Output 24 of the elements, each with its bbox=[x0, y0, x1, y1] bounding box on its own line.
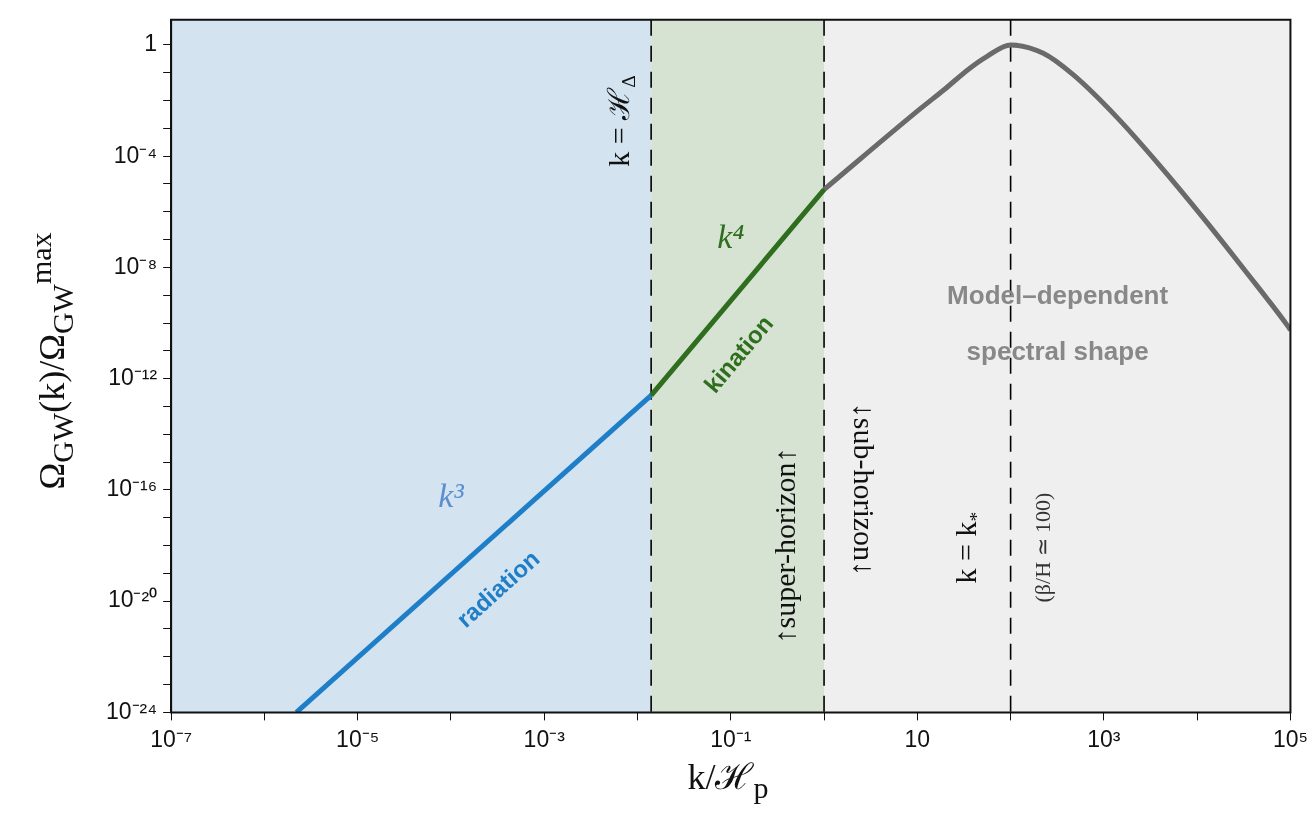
annotation: spectral shape bbox=[966, 336, 1149, 367]
y-tick-label: 1 bbox=[144, 30, 158, 57]
x-tick-label: 10³ bbox=[1087, 725, 1121, 752]
y-tick-label: 10⁻¹⁶ bbox=[106, 475, 158, 502]
ref-line-label: k = ℋΔ bbox=[602, 75, 640, 167]
y-tick-label: 10⁻¹² bbox=[108, 364, 158, 390]
annotation: (β/H ≃ 100) bbox=[1029, 492, 1055, 603]
annotation: k⁴ bbox=[717, 217, 745, 255]
annotation: ↓sub-horizon↓ bbox=[847, 402, 881, 577]
y-tick-label: 10⁻⁸ bbox=[113, 252, 158, 279]
annotation: k³ bbox=[438, 476, 465, 514]
x-tick-label: 10⁵ bbox=[1272, 725, 1308, 752]
y-tick-label: 10⁻²⁴ bbox=[106, 697, 158, 724]
x-tick-label: 10⁻³ bbox=[523, 725, 566, 752]
x-tick-label: 10⁻⁷ bbox=[150, 725, 193, 752]
x-axis-title: k/ℋ$_{p}$ bbox=[687, 756, 769, 805]
annotation: ↑super-horizon↑ bbox=[767, 447, 801, 644]
y-tick-label: 10⁻⁴ bbox=[113, 141, 158, 168]
x-tick-label: 10 bbox=[904, 725, 931, 752]
annotation: Model–dependent bbox=[947, 280, 1169, 311]
y-tick-label: 10⁻²⁰ bbox=[107, 586, 158, 613]
x-tick-label: 10⁻¹ bbox=[710, 725, 752, 752]
x-tick-label: 10⁻⁵ bbox=[336, 725, 380, 752]
ref-line-label: k = k* bbox=[949, 511, 987, 584]
